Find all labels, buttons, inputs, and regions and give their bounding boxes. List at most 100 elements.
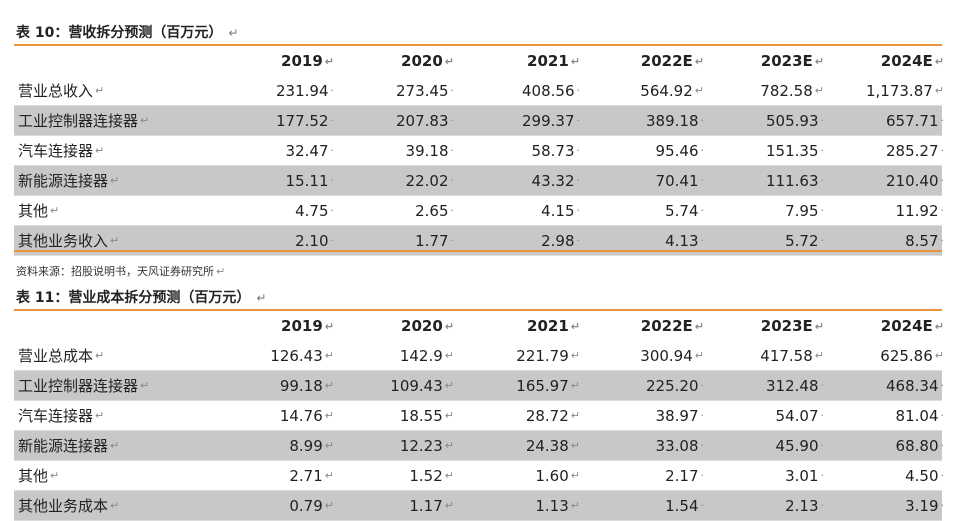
table-cell: 8.99 ↵ bbox=[289, 431, 334, 460]
cell-value: 3.19 bbox=[905, 496, 939, 515]
cell-value: 28.72 bbox=[525, 406, 569, 425]
cell-mark: · bbox=[940, 204, 945, 217]
cell-mark: · bbox=[820, 144, 825, 157]
cell-mark: ↵ bbox=[324, 349, 334, 362]
paragraph-mark-icon: ↵ bbox=[256, 291, 267, 305]
revenue-forecast-table: 2019 ↵ 2020 ↵ 2021 ↵ 2022E ↵ 2023E ↵ 2024E ↵ 营业总收入 ↵ 2… bbox=[14, 46, 945, 256]
cell-value: 564.92 bbox=[640, 81, 693, 100]
cell-mark: · bbox=[576, 174, 581, 187]
table-cell: 54.07 · bbox=[776, 401, 824, 430]
cell-mark: · bbox=[700, 499, 705, 512]
table-cell: 43.32 · bbox=[532, 166, 580, 195]
cell-value: 81.04 bbox=[895, 406, 939, 425]
cell-mark: · bbox=[576, 114, 581, 127]
column-header: 2019 ↵ bbox=[281, 311, 334, 341]
cell-value: 1.60 bbox=[535, 466, 569, 485]
row-label: 工业控制器连接器 ↵ bbox=[18, 106, 149, 135]
cell-value: 221.79 bbox=[516, 346, 569, 365]
table-cell: 8.57 · bbox=[905, 226, 944, 255]
table-cell: 4.50 · bbox=[905, 461, 944, 490]
cell-value: 2.98 bbox=[541, 231, 575, 250]
table-cell: 15.11 · bbox=[286, 166, 334, 195]
cell-value: 1.52 bbox=[409, 466, 443, 485]
table-cell: 81.04 · bbox=[896, 401, 944, 430]
table-cell: 111.63 · bbox=[766, 166, 824, 195]
row-label: 其他业务成本 ↵ bbox=[18, 491, 119, 520]
table-cell: 18.55 ↵ bbox=[400, 401, 454, 430]
cell-mark: · bbox=[700, 144, 705, 157]
cell-mark: ↵ bbox=[324, 379, 334, 392]
table-row: 新能源连接器 ↵ 15.11 · 22.02 · 43.32 · 70.41 · 111.63 · 21… bbox=[14, 166, 944, 196]
table-cell: 231.94 · bbox=[276, 76, 334, 105]
table-cell: 2.71 ↵ bbox=[289, 461, 334, 490]
table-cell: 2.65 · bbox=[415, 196, 454, 225]
table-cell: 7.95 · bbox=[785, 196, 824, 225]
cell-mark: · bbox=[940, 234, 945, 247]
row-label: 汽车连接器 ↵ bbox=[18, 136, 104, 165]
cost-forecast-table: 2019 ↵ 2020 ↵ 2021 ↵ 2022E ↵ 2023E ↵ 2024E ↵ 营业总成本 ↵ 1… bbox=[14, 311, 944, 521]
cell-value: 126.43 bbox=[270, 346, 323, 365]
cell-mark: · bbox=[700, 174, 705, 187]
cell-value: 165.97 bbox=[516, 376, 569, 395]
table-cell: 32.47 · bbox=[286, 136, 334, 165]
cell-mark: · bbox=[576, 204, 581, 217]
paragraph-mark-icon: ↵ bbox=[50, 204, 60, 217]
cell-value: 657.71 bbox=[886, 111, 939, 130]
table-cell: 68.80 · bbox=[896, 431, 944, 460]
cell-mark: · bbox=[940, 114, 945, 127]
cell-mark: · bbox=[330, 204, 335, 217]
table-cell: 1.52 ↵ bbox=[409, 461, 454, 490]
row-label: 营业总收入 ↵ bbox=[18, 76, 104, 105]
cell-value: 1.13 bbox=[535, 496, 569, 515]
cell-value: 177.52 bbox=[276, 111, 329, 130]
column-header: 2021 ↵ bbox=[527, 311, 580, 341]
table-cell: 5.74 · bbox=[665, 196, 704, 225]
table2-caption: 表 11：营业成本拆分预测（百万元） ↵ bbox=[16, 287, 266, 307]
table-cell: 4.15 · bbox=[541, 196, 580, 225]
cell-value: 8.57 bbox=[905, 231, 939, 250]
cell-mark: ↵ bbox=[444, 469, 454, 482]
column-header-text: 2020 bbox=[401, 52, 443, 70]
cell-mark: · bbox=[940, 409, 945, 422]
paragraph-mark-icon: ↵ bbox=[570, 54, 580, 68]
column-header-text: 2020 bbox=[401, 317, 443, 335]
table-row: 工业控制器连接器 ↵ 177.52 · 207.83 · 299.37 · 389.18 · 505… bbox=[14, 106, 944, 136]
table-cell: 45.90 · bbox=[776, 431, 824, 460]
table-cell: 285.27 · bbox=[886, 136, 944, 165]
table-row: 其他 ↵ 2.71 ↵ 1.52 ↵ 1.60 ↵ 2.17 · 3.01 · 4.50 · bbox=[14, 461, 944, 491]
table-cell: 225.20 · bbox=[646, 371, 704, 400]
cell-value: 18.55 bbox=[399, 406, 443, 425]
cell-mark: · bbox=[330, 174, 335, 187]
cell-mark: ↵ bbox=[570, 379, 580, 392]
cell-mark: · bbox=[450, 84, 455, 97]
table-cell: 126.43 ↵ bbox=[270, 341, 334, 370]
cell-mark: ↵ bbox=[694, 349, 704, 362]
table-cell: 0.79 ↵ bbox=[289, 491, 334, 520]
table-cell: 28.72 ↵ bbox=[526, 401, 580, 430]
table1-bottom-rule bbox=[14, 250, 942, 252]
cell-mark: · bbox=[576, 84, 581, 97]
cell-value: 8.99 bbox=[289, 436, 323, 455]
cell-value: 43.32 bbox=[531, 171, 575, 190]
table-cell: 58.73 · bbox=[532, 136, 580, 165]
cell-mark: · bbox=[820, 439, 825, 452]
table-cell: 2.10 · bbox=[295, 226, 334, 255]
table-cell: 3.19 · bbox=[905, 491, 944, 520]
paragraph-mark-icon: ↵ bbox=[110, 174, 120, 187]
cell-mark: · bbox=[450, 204, 455, 217]
cell-value: 68.80 bbox=[895, 436, 939, 455]
row-label: 工业控制器连接器 ↵ bbox=[18, 371, 149, 400]
cell-mark: · bbox=[700, 469, 705, 482]
table-cell: 657.71 · bbox=[886, 106, 944, 135]
row-label: 新能源连接器 ↵ bbox=[18, 166, 119, 195]
cell-value: 45.90 bbox=[775, 436, 819, 455]
cell-value: 15.11 bbox=[285, 171, 329, 190]
column-header-text: 2022E bbox=[640, 52, 693, 70]
cell-value: 22.02 bbox=[405, 171, 449, 190]
table-cell: 1.77 · bbox=[415, 226, 454, 255]
table-cell: 1.54 · bbox=[665, 491, 704, 520]
cell-mark: · bbox=[700, 204, 705, 217]
cell-value: 24.38 bbox=[525, 436, 569, 455]
cell-value: 12.23 bbox=[399, 436, 443, 455]
cell-mark: · bbox=[330, 234, 335, 247]
